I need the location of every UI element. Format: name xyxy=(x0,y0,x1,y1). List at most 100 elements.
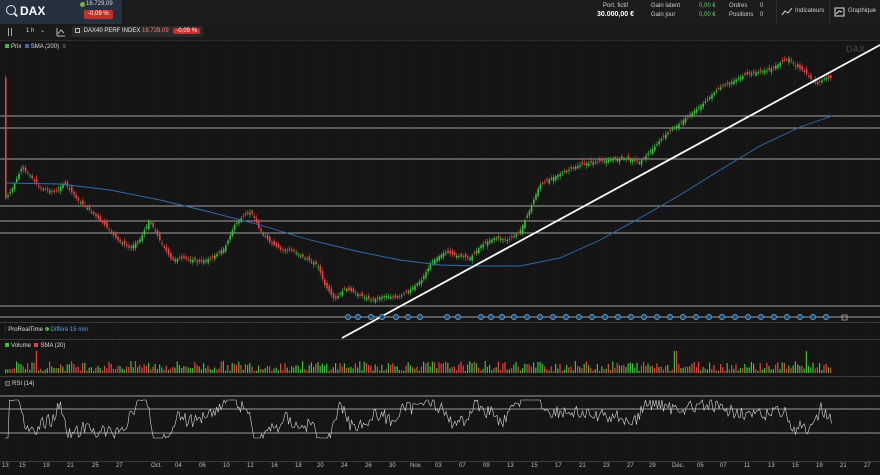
candle-body xyxy=(761,71,764,73)
volume-bar xyxy=(214,367,216,373)
volume-bar xyxy=(101,370,103,373)
candle-body xyxy=(324,279,326,286)
candle-body xyxy=(82,200,84,205)
event-marker-icon xyxy=(810,314,816,320)
instrument-tag[interactable]: DAX40 PERF INDEX 16.729,09 -0,09 % xyxy=(72,26,204,37)
volume-bar xyxy=(711,368,713,373)
candle-body xyxy=(205,259,207,262)
candle-body xyxy=(383,296,385,298)
x-tick-label: 27 xyxy=(116,463,123,469)
volume-bar xyxy=(544,366,546,373)
candle-body xyxy=(588,163,590,166)
volume-bar xyxy=(414,368,416,373)
candle-body xyxy=(374,298,377,303)
candle-body xyxy=(60,186,62,192)
volume-bar xyxy=(720,363,722,373)
volume-bar xyxy=(372,370,374,373)
candle-body xyxy=(502,239,504,241)
volume-bar xyxy=(654,368,656,373)
day-gain-label: Gain jour xyxy=(651,12,676,18)
volume-bar xyxy=(192,368,194,373)
panel-separator[interactable] xyxy=(0,339,880,340)
volume-bar xyxy=(401,370,403,373)
symbol-search[interactable]: DAX 16.729,09 -0,09 % xyxy=(0,0,122,24)
candle-body xyxy=(709,96,711,99)
x-tick-label: 27 xyxy=(864,463,871,469)
chart-type-icon[interactable] xyxy=(56,27,66,37)
volume-bar xyxy=(731,365,733,373)
candle-body xyxy=(284,250,286,252)
volume-bar xyxy=(46,368,48,373)
volume-bar xyxy=(495,367,497,373)
chart-toolbar: 1 h ⌄ DAX40 PERF INDEX 16.729,09 -0,09 % xyxy=(0,24,880,41)
chart-button[interactable]: Graphique xyxy=(829,0,880,24)
events-label: ProRealTime xyxy=(8,327,43,333)
volume-bar xyxy=(436,368,438,373)
volume-bar xyxy=(24,369,26,373)
volume-bar xyxy=(233,363,235,373)
volume-bar xyxy=(702,367,704,373)
candle-body xyxy=(209,258,212,260)
candle-body xyxy=(262,234,264,236)
candle-body xyxy=(579,164,581,167)
candle-body xyxy=(11,188,14,192)
volume-bar xyxy=(662,369,664,373)
settings-icon[interactable]: ≡ xyxy=(62,44,66,50)
drag-handle-icon[interactable] xyxy=(8,28,12,36)
candle-body xyxy=(711,94,713,99)
x-tick-label: 30 xyxy=(389,463,396,469)
candle-body xyxy=(132,245,135,249)
candle-body xyxy=(671,129,674,131)
volume-bar xyxy=(291,366,293,373)
trend-line xyxy=(341,44,880,339)
volume-bar xyxy=(528,364,530,373)
candle-body xyxy=(528,210,531,216)
candle-body xyxy=(799,65,801,69)
volume-bar xyxy=(563,369,565,373)
candle-body xyxy=(667,132,669,134)
candle-body xyxy=(178,257,181,259)
volume-bar xyxy=(236,364,238,373)
volume-bar xyxy=(354,363,356,373)
day-gain-value: 0,00 € xyxy=(699,12,716,18)
panel-separator[interactable] xyxy=(0,376,880,377)
volume-bar xyxy=(178,365,180,373)
event-marker-icon xyxy=(654,314,660,320)
candle-body xyxy=(808,75,810,77)
volume-bar xyxy=(445,361,447,373)
candle-body xyxy=(720,87,722,90)
candle-body xyxy=(225,245,227,252)
volume-bar xyxy=(559,363,561,373)
search-icon[interactable] xyxy=(6,5,16,15)
volume-bar xyxy=(799,365,801,373)
volume-bar xyxy=(700,370,702,373)
volume-bar xyxy=(625,367,627,373)
volume-bar xyxy=(198,366,200,373)
event-marker-icon xyxy=(628,314,634,320)
panel-separator[interactable] xyxy=(0,322,880,323)
volume-bar xyxy=(508,369,510,373)
volume-bar xyxy=(346,367,348,373)
candle-body xyxy=(214,255,216,259)
candle-body xyxy=(585,163,588,166)
candle-body xyxy=(539,184,542,190)
volume-bar xyxy=(585,361,587,373)
timeframe-select[interactable]: 1 h xyxy=(26,28,35,34)
indicators-button[interactable]: Indicateurs xyxy=(776,0,829,24)
orders-label: Ordres xyxy=(729,3,748,9)
volume-bar xyxy=(282,370,284,373)
symbol-label[interactable]: DAX xyxy=(20,4,46,18)
candle-body xyxy=(830,75,832,78)
volume-bar xyxy=(825,363,827,373)
expand-icon xyxy=(841,314,848,321)
chevron-down-icon[interactable]: ⌄ xyxy=(40,28,46,34)
candle-body xyxy=(618,158,621,162)
candle-body xyxy=(755,72,757,76)
candle-body xyxy=(427,268,429,272)
candle-body xyxy=(396,296,399,298)
x-tick-label: 03 xyxy=(435,463,442,469)
candle-body xyxy=(187,258,190,260)
candle-body xyxy=(603,160,605,162)
volume-bar xyxy=(227,364,229,373)
